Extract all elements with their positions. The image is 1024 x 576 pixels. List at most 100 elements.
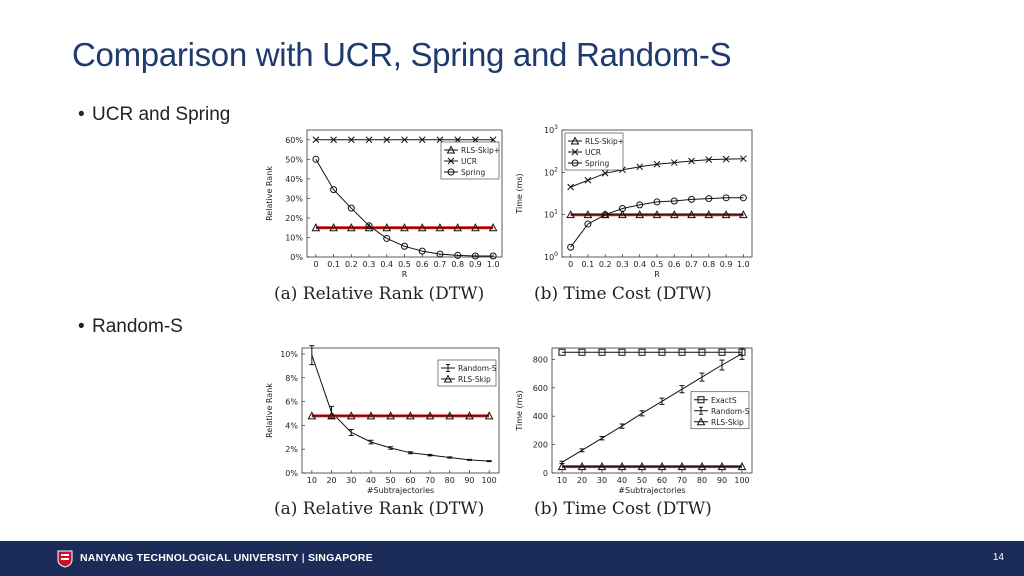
x-tick-label: 0 — [313, 260, 318, 269]
series-line — [570, 197, 744, 248]
data-point — [601, 211, 609, 219]
data-point — [382, 223, 392, 232]
x-tick-label: 60 — [405, 476, 415, 485]
y-tick-label: 800 — [533, 355, 548, 364]
x-tick-label: 0.9 — [720, 260, 733, 269]
data-point — [347, 204, 355, 212]
x-tick-label: 90 — [717, 476, 727, 485]
data-point — [557, 462, 567, 471]
x-tick-label: 50 — [386, 476, 396, 485]
data-point — [312, 136, 320, 144]
y-axis-label: Relative Rank — [265, 383, 274, 438]
data-point — [330, 136, 337, 144]
y-tick-label: 400 — [533, 412, 548, 421]
data-point — [698, 348, 706, 356]
data-point — [677, 462, 687, 471]
legend: Random-S RLS-Skip — [437, 359, 497, 387]
y-tick-label: 100 — [544, 251, 558, 262]
data-point — [584, 220, 592, 228]
data-point — [737, 462, 747, 471]
legend-label: RLS-Skip+ — [585, 137, 624, 146]
x-axis-label: #Subtrajectories — [618, 486, 685, 495]
y-tick-label: 8% — [285, 374, 298, 383]
y-axis-label: Relative Rank — [265, 166, 274, 221]
data-point — [347, 136, 355, 144]
chart-caption: (b) Time Cost (DTW) — [534, 499, 712, 519]
x-tick-label: 0.2 — [345, 260, 358, 269]
x-axis-label: R — [654, 270, 660, 279]
legend-label: RLS-Skip — [458, 375, 491, 384]
data-point — [618, 210, 627, 219]
data-point — [687, 210, 696, 219]
series-spring — [312, 155, 497, 260]
series-line — [315, 159, 494, 257]
error-bar — [466, 458, 472, 461]
legend-label: Random-S — [458, 364, 497, 373]
data-point — [578, 348, 586, 356]
y-tick-label: 200 — [533, 441, 548, 450]
data-point — [400, 223, 409, 232]
data-point — [401, 136, 408, 144]
y-tick-label: 10% — [280, 350, 298, 359]
data-point — [401, 242, 408, 250]
data-point — [721, 210, 731, 219]
y-tick-label: 103 — [544, 124, 558, 135]
x-tick-label: 60 — [657, 476, 667, 485]
data-point — [653, 160, 661, 168]
x-tick-label: 100 — [482, 476, 497, 485]
legend: RLS-Skip+ UCR Spring — [440, 141, 500, 180]
y-tick-label: 6% — [285, 398, 298, 407]
data-point — [436, 250, 444, 258]
y-tick-label: 101 — [544, 209, 558, 220]
chart-time-cost-r: 0 0.1 0.2 0.3 0.4 0.5 0.6 0.7 0.8 0.9 1.0 R 100 101 10… — [515, 124, 753, 279]
error-bar — [599, 435, 605, 441]
data-point — [312, 155, 320, 163]
y-tick-label: 0% — [285, 469, 298, 478]
data-point — [453, 223, 463, 232]
y-tick-label: 40% — [285, 175, 303, 184]
legend-marker — [699, 406, 703, 415]
bullet-text: UCR and Spring — [92, 104, 231, 125]
data-point — [454, 251, 462, 259]
data-point — [635, 210, 645, 219]
chart-relative-rank-subtrajectories: 10 20 30 40 50 60 70 80 90 100 #Subtrajectories 0% 2… — [265, 345, 500, 495]
legend-box — [690, 391, 750, 430]
chart-caption: (b) Time Cost (DTW) — [534, 284, 712, 304]
legend-marker — [446, 145, 456, 154]
legend-label: ExactS — [711, 396, 737, 405]
legend-marker — [447, 168, 455, 176]
data-point — [471, 252, 479, 260]
data-point — [418, 136, 426, 144]
series-ucr — [567, 155, 747, 191]
y-tick-label: 600 — [533, 384, 548, 393]
error-bar — [659, 397, 665, 405]
legend-label: UCR — [585, 148, 601, 157]
x-tick-label: 10 — [557, 476, 567, 485]
y-tick-label: 10% — [285, 233, 303, 242]
data-point — [327, 411, 336, 420]
data-point — [488, 223, 498, 232]
legend-marker — [571, 159, 579, 167]
x-tick-label: 100 — [734, 476, 749, 485]
x-tick-label: 0 — [568, 260, 573, 269]
error-bar — [699, 372, 705, 382]
data-point — [688, 157, 695, 165]
data-point — [653, 198, 661, 206]
error-bar — [368, 439, 374, 445]
data-point — [617, 462, 627, 471]
data-point — [636, 201, 644, 209]
x-tick-label: 10 — [307, 476, 317, 485]
y-tick-label: 50% — [285, 155, 303, 164]
data-point — [383, 136, 391, 144]
data-point — [583, 210, 593, 219]
data-point — [406, 411, 415, 420]
series-rls-skip — [307, 411, 494, 420]
error-bar — [639, 410, 645, 417]
x-axis-label: #Subtrajectories — [367, 486, 434, 495]
x-tick-label: 1.0 — [737, 260, 750, 269]
data-point — [558, 348, 566, 356]
x-tick-label: 0.7 — [434, 260, 447, 269]
data-point — [418, 247, 426, 255]
series-rls-skip — [557, 462, 747, 471]
x-tick-label: 0.6 — [416, 260, 429, 269]
